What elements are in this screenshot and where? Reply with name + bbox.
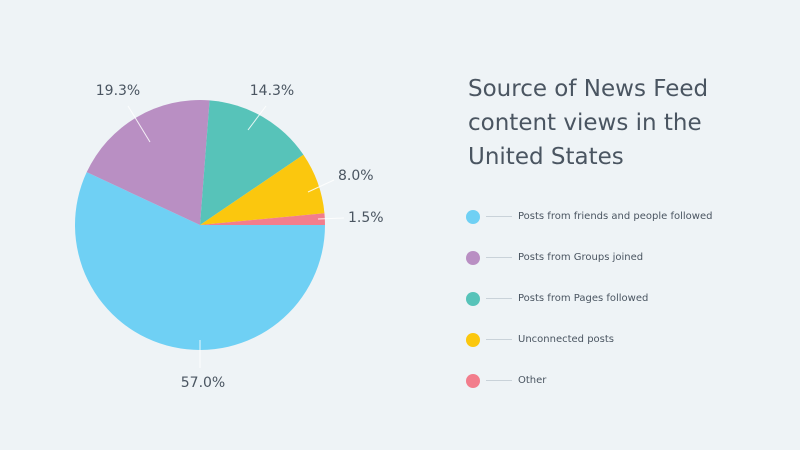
legend-swatch — [466, 209, 480, 224]
chart-title: Source of News Feed content views in the… — [468, 76, 709, 170]
legend-label: Other — [518, 375, 547, 386]
leader-line — [317, 217, 345, 220]
slice-value-label: 57.0% — [181, 375, 225, 391]
pie-slice — [75, 172, 325, 350]
legend-swatch — [466, 291, 480, 306]
legend-swatch — [466, 332, 480, 347]
legend-divider — [486, 298, 512, 299]
pie-slices — [75, 100, 325, 350]
legend-swatch — [466, 373, 480, 388]
legend-label: Posts from Pages followed — [518, 293, 649, 304]
legend-label: Unconnected posts — [518, 334, 615, 345]
slice-value-label: 1.5% — [348, 210, 384, 226]
leader-line — [247, 105, 267, 131]
pie-value-labels: 57.0% 19.3% 14.3% 8.0% 1.5% — [96, 83, 384, 391]
pie-slice — [200, 213, 325, 225]
legend-item: Posts from Pages followed — [466, 278, 712, 319]
legend-item: Unconnected posts — [466, 319, 712, 360]
legend-divider — [486, 257, 512, 258]
legend-item: Other — [466, 360, 712, 401]
slice-value-label: 19.3% — [96, 83, 140, 99]
slice-value-label: 8.0% — [338, 168, 374, 184]
legend-divider — [486, 380, 512, 381]
legend-swatch — [466, 250, 480, 265]
leader-line — [127, 105, 151, 143]
legend-label: Posts from Groups joined — [518, 252, 644, 263]
pie-leader-lines — [127, 105, 345, 368]
legend: Posts from friends and people followed Po… — [466, 196, 712, 401]
legend-divider — [486, 216, 512, 217]
pie-slice — [86, 100, 210, 225]
slice-value-label: 14.3% — [250, 83, 294, 99]
pie-chart: 57.0% 19.3% 14.3% 8.0% 1.5% — [75, 83, 384, 391]
legend-label: Posts from friends and people followed — [518, 211, 713, 222]
legend-item: Posts from Groups joined — [466, 237, 712, 278]
legend-divider — [486, 339, 512, 340]
legend-item: Posts from friends and people followed — [466, 196, 712, 237]
pie-slice — [200, 100, 304, 225]
pie-slice — [200, 154, 325, 225]
leader-line — [307, 179, 335, 193]
